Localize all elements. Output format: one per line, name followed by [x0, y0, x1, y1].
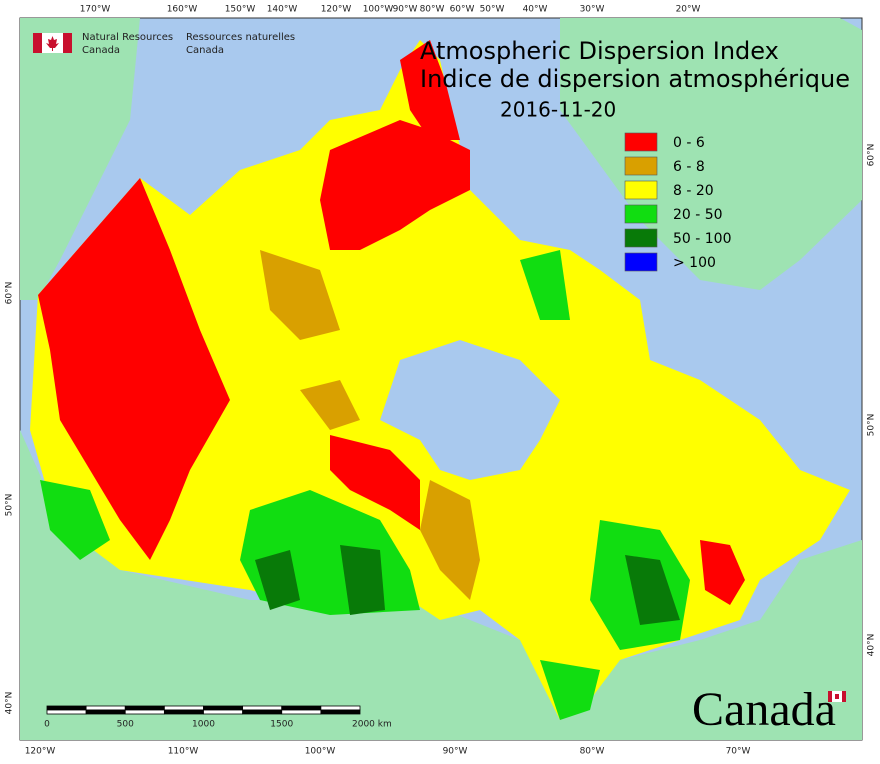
- darkgreen-2: [340, 545, 385, 615]
- scale-segment: [85, 705, 126, 711]
- canada-wordmark: Canada: [692, 683, 836, 736]
- scale-segment: [320, 709, 361, 715]
- graticule-label: 80°W: [420, 5, 445, 15]
- graticule-label: 50°N: [867, 414, 877, 437]
- base-map: [20, 18, 862, 740]
- red-west: [38, 178, 230, 560]
- graticule-label: 50°W: [480, 5, 505, 15]
- maple-leaf: [835, 694, 839, 699]
- darkgreen-3: [625, 555, 680, 625]
- scale-label: 1500: [270, 720, 293, 730]
- graticule-label: 80°W: [580, 747, 605, 757]
- graticule-label: 30°W: [580, 5, 605, 15]
- graticule-label: 140°W: [267, 5, 298, 15]
- graticule-label: 100°W: [305, 747, 336, 757]
- scale-segment: [124, 709, 165, 715]
- scale-segment: [203, 709, 244, 715]
- red-maritimes: [700, 540, 745, 605]
- maple-leaf: [46, 36, 59, 51]
- legend-swatch: [624, 204, 658, 224]
- scale-label: 0: [44, 720, 50, 730]
- scale-segment: [163, 709, 204, 715]
- legend-swatch: [624, 228, 658, 248]
- graticule-label: 90°W: [443, 747, 468, 757]
- graticule-label: 60°W: [450, 5, 475, 15]
- orange-hudson: [420, 480, 480, 600]
- green-ontario: [540, 660, 600, 720]
- hudson-bay: [380, 340, 560, 480]
- scale-segment: [203, 705, 244, 711]
- graticule-label: 170°W: [80, 5, 111, 15]
- legend: 0 - 6 6 - 8 8 - 20 20 - 50 50 - 100 > 100: [624, 132, 732, 272]
- agency-fr-line: Canada: [186, 45, 224, 56]
- graticule-labels: 170°W 160°W 150°W 140°W 120°W 100°W 90°W 80°W 60…: [5, 5, 877, 757]
- scale-segment: [281, 709, 322, 715]
- scale-segment: [242, 705, 283, 711]
- darkgreen-1: [255, 550, 300, 610]
- graticule-label: 40°W: [523, 5, 548, 15]
- graticule-label: 60°N: [867, 144, 877, 167]
- legend-label: > 100: [673, 255, 716, 271]
- legend-swatch: [624, 180, 658, 200]
- legend-label: 50 - 100: [673, 231, 732, 247]
- graticule-label: 50°N: [5, 494, 15, 517]
- flag-bar: [842, 691, 846, 702]
- graticule-label: 90°W: [393, 5, 418, 15]
- graticule-label: 120°W: [25, 747, 56, 757]
- title-en: Atmospheric Dispersion Index: [420, 37, 779, 65]
- legend-label: 20 - 50: [673, 207, 723, 223]
- legend-swatch: [624, 252, 658, 272]
- flag-bar: [828, 691, 832, 702]
- legend-swatch: [624, 132, 658, 152]
- red-ellesmere: [400, 40, 460, 140]
- alaska: [20, 18, 140, 300]
- flag-bar: [33, 33, 42, 53]
- graticule-label: 110°W: [168, 747, 199, 757]
- scale-segment: [46, 705, 87, 711]
- red-ontario: [330, 435, 420, 530]
- graticule-label: 160°W: [167, 5, 198, 15]
- graticule-label: 60°N: [5, 282, 15, 305]
- scale-segment: [85, 709, 126, 715]
- scale-segment: [242, 709, 283, 715]
- scale-label: 2000 km: [352, 720, 392, 730]
- legend-swatch: [624, 156, 658, 176]
- greenland: [560, 18, 862, 290]
- agency-en-line: Canada: [82, 45, 120, 56]
- graticule-label: 150°W: [225, 5, 256, 15]
- red-arctic: [320, 120, 470, 250]
- graticule-label: 40°N: [867, 634, 877, 657]
- scale-bar: 0 500 1000 1500 2000 km: [44, 705, 392, 730]
- agency-fr-line: Ressources naturelles: [186, 32, 295, 43]
- graticule-label: 70°W: [726, 747, 751, 757]
- scale-segment: [320, 705, 361, 711]
- orange-north: [260, 250, 340, 340]
- scale-label: 500: [117, 720, 134, 730]
- scale-segment: [163, 705, 204, 711]
- scale-label: 1000: [192, 720, 215, 730]
- scale-segment: [124, 705, 165, 711]
- green-bc: [40, 480, 110, 560]
- green-baffin: [520, 250, 570, 320]
- legend-label: 0 - 6: [673, 135, 705, 151]
- map-date: 2016-11-20: [500, 98, 616, 122]
- orange-central: [300, 380, 360, 430]
- graticule-label: 100°W: [363, 5, 394, 15]
- flag-bar: [63, 33, 72, 53]
- usa: [20, 430, 862, 740]
- legend-label: 8 - 20: [673, 183, 714, 199]
- agency-logo: [33, 33, 72, 53]
- wordmark-flag: [828, 691, 846, 702]
- graticule-label: 40°N: [5, 692, 15, 715]
- title-fr: Indice de dispersion atmosphérique: [420, 65, 850, 93]
- graticule-label: 120°W: [321, 5, 352, 15]
- agency-en-line: Natural Resources: [82, 32, 173, 43]
- graticule-label: 20°W: [676, 5, 701, 15]
- legend-label: 6 - 8: [673, 159, 705, 175]
- scale-segment: [46, 709, 87, 715]
- scale-segment: [281, 705, 322, 711]
